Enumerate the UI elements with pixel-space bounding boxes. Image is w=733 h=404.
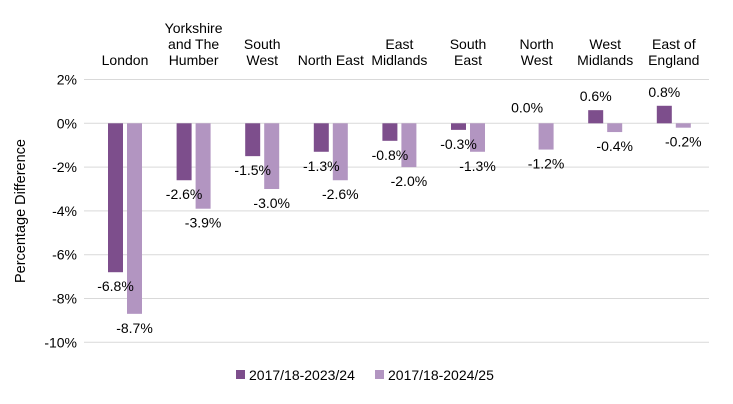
category-label-line: Humber	[169, 52, 219, 68]
category-label-line: Yorkshire	[165, 20, 223, 36]
category-label-line: West	[589, 36, 621, 52]
y-axis-tick-labels: 2% 0% -2% -4% -6% -8% -10%	[44, 72, 77, 351]
bar	[588, 110, 604, 124]
category-label-line: North East	[298, 52, 364, 68]
category-label: London	[102, 52, 149, 68]
data-label: -0.2%	[665, 134, 702, 150]
bar	[451, 123, 466, 130]
category-label-line: England	[648, 52, 699, 68]
bar	[332, 123, 348, 181]
legend-label: 2017/18-2023/24	[249, 367, 355, 383]
category-label-line: Midlands	[371, 52, 427, 68]
bar	[245, 123, 261, 157]
data-label: -1.5%	[234, 162, 271, 178]
bar	[401, 123, 417, 168]
data-label: -2.6%	[322, 186, 359, 202]
data-label: 0.0%	[511, 99, 543, 115]
y-axis-tick-label: -4%	[52, 203, 77, 219]
gridlines	[84, 79, 709, 343]
series-1-bars	[108, 105, 672, 273]
data-label: -2.0%	[391, 173, 428, 189]
data-label: -3.0%	[253, 195, 290, 211]
legend-item: 2017/18-2023/24	[236, 367, 355, 383]
data-label: -6.8%	[97, 278, 134, 294]
category-label-line: and The	[168, 36, 219, 52]
legend-swatch	[236, 370, 245, 379]
y-axis-tick-label: -10%	[44, 334, 77, 350]
bar	[264, 123, 280, 189]
bar	[607, 123, 623, 133]
legend: 2017/18-2023/24 2017/18-2024/25	[236, 367, 494, 383]
data-label: -2.6%	[166, 186, 203, 202]
category-label-line: East	[385, 36, 413, 52]
y-axis-tick-label: -8%	[52, 291, 77, 307]
y-axis-tick-label: 2%	[57, 72, 77, 88]
y-axis-tick-label: -2%	[52, 159, 77, 175]
data-label: -0.4%	[596, 138, 633, 154]
y-axis-title: Percentage Difference	[13, 139, 29, 283]
data-label: -1.3%	[303, 158, 340, 174]
category-label-line: Midlands	[577, 52, 633, 68]
y-axis-tick-label: -6%	[52, 247, 77, 263]
data-label: 0.8%	[648, 84, 680, 100]
data-label: -1.2%	[528, 156, 565, 172]
bar	[538, 123, 554, 150]
category-label: North East	[298, 52, 364, 68]
bar	[675, 123, 691, 128]
data-label: -1.3%	[459, 158, 496, 174]
data-label: -3.9%	[185, 215, 222, 231]
data-label: -0.3%	[440, 136, 477, 152]
category-label-line: West	[521, 52, 553, 68]
legend-label: 2017/18-2024/25	[388, 367, 494, 383]
bar	[127, 123, 142, 314]
legend-swatch	[375, 370, 384, 379]
bar	[382, 123, 398, 141]
category-label-line: North	[519, 36, 553, 52]
legend-item: 2017/18-2024/25	[375, 367, 494, 383]
bar	[108, 123, 123, 273]
series-2-bars	[127, 123, 691, 314]
bar	[195, 123, 211, 209]
category-label-line: South	[450, 36, 487, 52]
category-label-line: East of	[652, 36, 696, 52]
bar	[656, 105, 672, 124]
bar	[176, 123, 192, 181]
bar	[313, 123, 329, 152]
data-label: -8.7%	[116, 320, 153, 336]
category-label-line: South	[244, 36, 281, 52]
bar	[470, 123, 485, 152]
y-axis-tick-label: 0%	[57, 115, 77, 131]
bar-series	[108, 105, 691, 314]
category-label-line: West	[246, 52, 278, 68]
category-label-line: London	[102, 52, 149, 68]
data-labels: -6.8% -2.6% -1.5% -1.3% -0.8% -0.3% 0.0% 0.6% 0.…	[97, 84, 701, 336]
data-label: -0.8%	[372, 147, 409, 163]
category-label-line: East	[454, 52, 482, 68]
data-label: 0.6%	[580, 88, 612, 104]
